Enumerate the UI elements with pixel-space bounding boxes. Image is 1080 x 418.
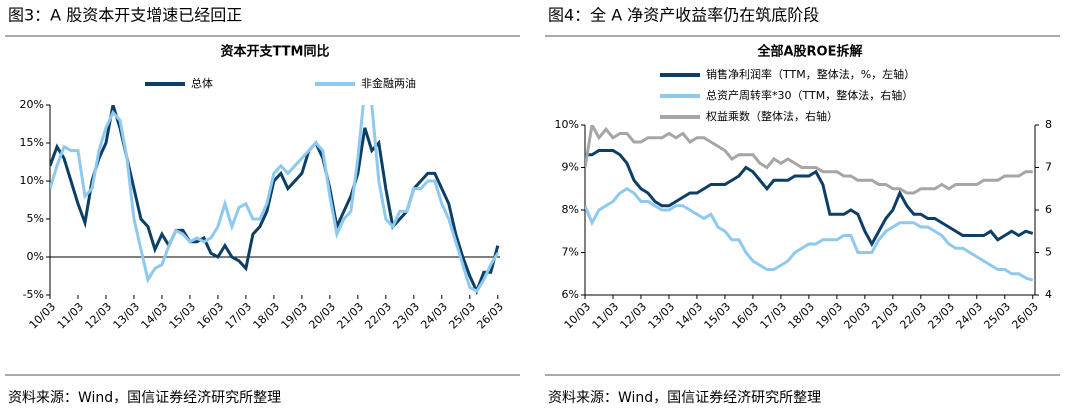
series-line <box>50 105 500 294</box>
legend-label: 总资产周转率*30（TTM，整体法，右轴） <box>706 88 913 102</box>
source-note: 资料来源：Wind，国信证券经济研究所整理 <box>8 390 281 406</box>
chart-title: 资本开支TTM同比 <box>221 44 330 60</box>
y-tick-label: 9% <box>562 161 579 174</box>
y2-tick-label: 5 <box>1045 246 1052 259</box>
y-tick-label: 8% <box>562 203 579 216</box>
y-tick-label: 7% <box>562 246 579 259</box>
legend-label: 权益乘数（整体法，右轴） <box>706 109 838 123</box>
legend-label: 总体 <box>191 76 213 90</box>
figure-caption: 图3：A 股资本开支增速已经回正 <box>8 6 242 25</box>
y-tick-label: 6% <box>562 288 579 301</box>
y2-tick-label: 4 <box>1045 288 1052 301</box>
legend-label: 销售净利润率（TTM，整体法，%，左轴） <box>706 67 915 81</box>
y-tick-label: 5% <box>27 212 44 225</box>
y-tick-label: 10% <box>20 174 44 187</box>
source-note: 资料来源：Wind，国信证券经济研究所整理 <box>548 390 821 406</box>
legend-label: 非金融两油 <box>361 76 416 90</box>
y-tick-label: 10% <box>555 118 579 131</box>
y-tick-label: -5% <box>23 288 44 301</box>
series-line <box>585 125 1033 195</box>
figure-caption: 图4：全 A 净资产收益率仍在筑底阶段 <box>548 6 819 25</box>
y-tick-label: 15% <box>20 136 44 149</box>
chart-title: 全部A股ROE拆解 <box>756 44 862 60</box>
y2-tick-label: 7 <box>1045 161 1052 174</box>
y2-tick-label: 8 <box>1045 118 1052 131</box>
y2-tick-label: 6 <box>1045 203 1052 216</box>
series-line <box>585 149 1034 248</box>
y-tick-label: 20% <box>20 98 44 111</box>
y-tick-label: 0% <box>27 250 44 263</box>
series-line <box>585 186 1034 282</box>
